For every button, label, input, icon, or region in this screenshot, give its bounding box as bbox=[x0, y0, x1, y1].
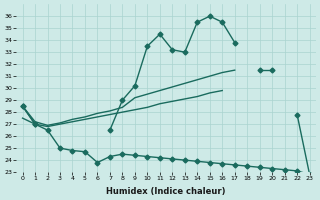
X-axis label: Humidex (Indice chaleur): Humidex (Indice chaleur) bbox=[106, 187, 226, 196]
